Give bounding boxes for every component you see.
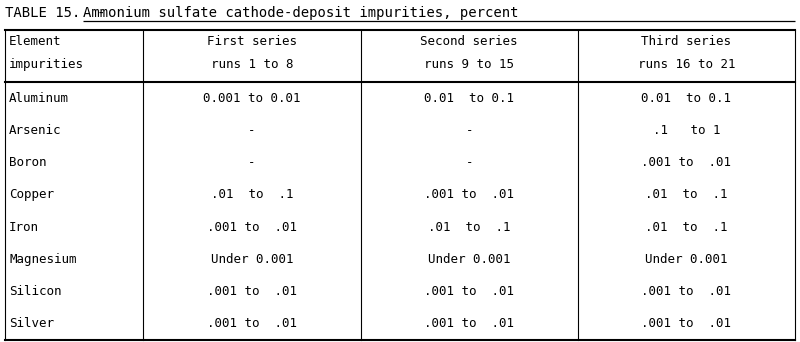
Text: Under 0.001: Under 0.001	[428, 253, 510, 266]
Text: 0.01  to 0.1: 0.01 to 0.1	[642, 92, 731, 105]
Text: Third series: Third series	[642, 35, 731, 48]
Text: Magnesium: Magnesium	[9, 253, 77, 266]
Text: impurities: impurities	[9, 58, 84, 71]
Text: First series: First series	[207, 35, 297, 48]
Text: Under 0.001: Under 0.001	[645, 253, 728, 266]
Text: .001 to  .01: .001 to .01	[207, 317, 297, 330]
Text: .001 to  .01: .001 to .01	[424, 317, 514, 330]
Text: TABLE 15.  -: TABLE 15. -	[5, 6, 114, 20]
Text: -: -	[248, 124, 256, 137]
Text: .01  to  .1: .01 to .1	[645, 221, 728, 234]
Text: runs 9 to 15: runs 9 to 15	[424, 58, 514, 71]
Text: 0.001 to 0.01: 0.001 to 0.01	[203, 92, 301, 105]
Text: Copper: Copper	[9, 188, 54, 201]
Text: .01  to  .1: .01 to .1	[428, 221, 510, 234]
Text: .001 to  .01: .001 to .01	[424, 188, 514, 201]
Text: Under 0.001: Under 0.001	[210, 253, 293, 266]
Text: runs 16 to 21: runs 16 to 21	[638, 58, 735, 71]
Text: Silver: Silver	[9, 317, 54, 330]
Text: .1   to 1: .1 to 1	[653, 124, 720, 137]
Text: Second series: Second series	[420, 35, 518, 48]
Text: .001 to  .01: .001 to .01	[207, 221, 297, 234]
Text: Boron: Boron	[9, 156, 46, 169]
Text: .01  to  .1: .01 to .1	[210, 188, 293, 201]
Text: Aluminum: Aluminum	[9, 92, 69, 105]
Text: .001 to  .01: .001 to .01	[424, 285, 514, 298]
Text: 0.01  to 0.1: 0.01 to 0.1	[424, 92, 514, 105]
Text: .001 to  .01: .001 to .01	[642, 317, 731, 330]
Text: .001 to  .01: .001 to .01	[642, 156, 731, 169]
Text: -: -	[466, 156, 473, 169]
Text: Iron: Iron	[9, 221, 39, 234]
Text: Arsenic: Arsenic	[9, 124, 62, 137]
Text: .001 to  .01: .001 to .01	[207, 285, 297, 298]
Text: -: -	[248, 156, 256, 169]
Text: -: -	[466, 124, 473, 137]
Text: .001 to  .01: .001 to .01	[642, 285, 731, 298]
Text: runs 1 to 8: runs 1 to 8	[210, 58, 293, 71]
Text: Ammonium sulfate cathode-deposit impurities, percent: Ammonium sulfate cathode-deposit impurit…	[83, 6, 518, 20]
Text: Element: Element	[9, 35, 62, 48]
Text: Silicon: Silicon	[9, 285, 62, 298]
Text: .01  to  .1: .01 to .1	[645, 188, 728, 201]
